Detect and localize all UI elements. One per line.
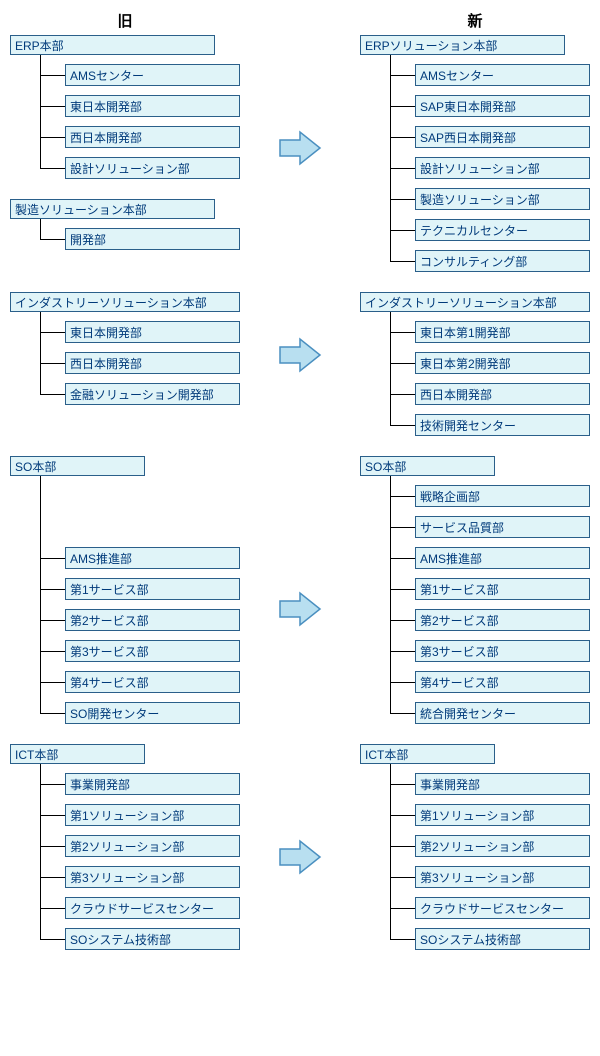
arrow-icon [278,130,322,166]
org-group: 製造ソリューション本部開発部 [10,199,240,250]
sub-box: 第2ソリューション部 [65,835,240,857]
header-old: 旧 [10,10,240,31]
sub-box: 第3サービス部 [65,640,240,662]
new-column: インダストリーソリューション本部東日本第1開発部東日本第2開発部西日本開発部技術… [360,292,590,456]
header-row: 旧 新 [10,10,590,35]
sub-box: 西日本開発部 [65,126,240,148]
old-column: インダストリーソリューション本部東日本開発部西日本開発部金融ソリューション開発部 [10,292,240,425]
org-group: ERP本部 AMSセンター東日本開発部西日本開発部設計ソリューション部 [10,35,240,179]
sub-box: 第3ソリューション部 [65,866,240,888]
arrow-column [270,292,330,373]
org-group: ERPソリューション本部 AMSセンター SAP東日本開発部 SAP西日本開発部設計ソ… [360,35,590,272]
new-column: ERPソリューション本部 AMSセンター SAP東日本開発部 SAP西日本開発部設計ソ… [360,35,590,292]
org-group: インダストリーソリューション本部東日本開発部西日本開発部金融ソリューション開発部 [10,292,240,405]
org-group: ICT本部事業開発部第1ソリューション部第2ソリューション部第3ソリューション部… [10,744,240,950]
sub-box: AMSセンター [415,64,590,86]
sub-box: 第2サービス部 [65,609,240,631]
sub-box: SAP西日本開発部 [415,126,590,148]
sub-box: 第1ソリューション部 [415,804,590,826]
sub-box: 技術開発センター [415,414,590,436]
sub-box: SOシステム技術部 [65,928,240,950]
old-column: SO本部 AMS推進部第1サービス部第2サービス部第3サービス部第4サービス部 SO… [10,456,240,744]
sub-box: SAP東日本開発部 [415,95,590,117]
sub-box: 東日本第1開発部 [415,321,590,343]
sub-box: 西日本開発部 [65,352,240,374]
sub-box: 統合開発センター [415,702,590,724]
sub-box: 第2サービス部 [415,609,590,631]
arrow-icon [278,591,322,627]
arrow-column [270,744,330,875]
hq-box: インダストリーソリューション本部 [10,292,240,312]
sub-box: SO開発センター [65,702,240,724]
sub-box: 開発部 [65,228,240,250]
sub-box: 東日本開発部 [65,321,240,343]
hq-box: ICT本部 [360,744,495,764]
header-new: 新 [360,10,590,31]
sub-box: 第3ソリューション部 [415,866,590,888]
hq-box: インダストリーソリューション本部 [360,292,590,312]
sub-box: 戦略企画部 [415,485,590,507]
sub-box: コンサルティング部 [415,250,590,272]
sub-box: 第4サービス部 [415,671,590,693]
sub-box: AMS推進部 [415,547,590,569]
sub-box: 第2ソリューション部 [415,835,590,857]
old-column: ERP本部 AMSセンター東日本開発部西日本開発部設計ソリューション部製造ソリュー… [10,35,240,270]
section-row: ERP本部AMSセンター東日本開発部西日本開発部設計ソリューション部製造ソリュー… [10,35,590,292]
hq-box: 製造ソリューション本部 [10,199,215,219]
org-group: SO本部戦略企画部サービス品質部 AMS推進部第1サービス部第2サービス部第3サー… [360,456,590,724]
sub-box: 東日本第2開発部 [415,352,590,374]
old-column: ICT本部事業開発部第1ソリューション部第2ソリューション部第3ソリューション部… [10,744,240,970]
new-column: ICT本部事業開発部第1ソリューション部第2ソリューション部第3ソリューション部… [360,744,590,970]
hq-box: SO本部 [10,456,145,476]
arrow-column [270,456,330,627]
sub-box: 金融ソリューション開発部 [65,383,240,405]
sub-box: 第3サービス部 [415,640,590,662]
sub-box: 製造ソリューション部 [415,188,590,210]
section-row: SO本部AMS推進部第1サービス部第2サービス部第3サービス部第4サービス部SO… [10,456,590,744]
hq-box: ICT本部 [10,744,145,764]
sub-box: AMS推進部 [65,547,240,569]
arrow-icon [278,337,322,373]
sub-box: AMSセンター [65,64,240,86]
arrow-column [270,35,330,166]
sub-box: テクニカルセンター [415,219,590,241]
sub-box: クラウドサービスセンター [415,897,590,919]
sub-box: サービス品質部 [415,516,590,538]
sub-box: 第1サービス部 [65,578,240,600]
new-column: SO本部戦略企画部サービス品質部 AMS推進部第1サービス部第2サービス部第3サー… [360,456,590,744]
sub-box: SOシステム技術部 [415,928,590,950]
hq-box: SO本部 [360,456,495,476]
org-group: SO本部 AMS推進部第1サービス部第2サービス部第3サービス部第4サービス部 SO… [10,456,240,724]
sub-box: 設計ソリューション部 [415,157,590,179]
sub-box: 事業開発部 [65,773,240,795]
sub-box: 東日本開発部 [65,95,240,117]
sub-box: 第1サービス部 [415,578,590,600]
sub-box: クラウドサービスセンター [65,897,240,919]
hq-box: ERP本部 [10,35,215,55]
org-chart-diagram: 旧 新 ERP本部AMSセンター東日本開発部西日本開発部設計ソリューション部製造… [10,10,590,970]
section-row: ICT本部事業開発部第1ソリューション部第2ソリューション部第3ソリューション部… [10,744,590,970]
arrow-icon [278,839,322,875]
org-group: ICT本部事業開発部第1ソリューション部第2ソリューション部第3ソリューション部… [360,744,590,950]
sub-box: 第1ソリューション部 [65,804,240,826]
sub-box: 西日本開発部 [415,383,590,405]
sub-box: 設計ソリューション部 [65,157,240,179]
org-group: インダストリーソリューション本部東日本第1開発部東日本第2開発部西日本開発部技術… [360,292,590,436]
sub-box: 事業開発部 [415,773,590,795]
sub-box: 第4サービス部 [65,671,240,693]
section-row: インダストリーソリューション本部東日本開発部西日本開発部金融ソリューション開発部… [10,292,590,456]
hq-box: ERPソリューション本部 [360,35,565,55]
